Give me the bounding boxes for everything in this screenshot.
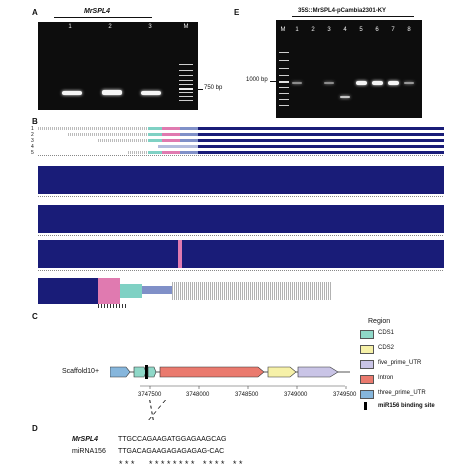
lane-e-m: M — [280, 27, 286, 33]
panel-b-letter: B — [32, 117, 38, 126]
row-num-4: 4 — [31, 144, 34, 150]
band-e-5 — [356, 81, 367, 85]
band-a-1 — [62, 91, 82, 95]
tick-3749500: 3749500 — [333, 392, 357, 398]
tick-3749000: 3749000 — [284, 392, 308, 398]
seq2-label: miRNA156 — [72, 448, 106, 455]
gel-e: M 1 2 3 4 5 6 7 8 — [276, 20, 422, 118]
legend: Region CDS1 CDS2 five_prime_UTR Intron t… — [356, 316, 468, 416]
mir156-binding-site — [145, 365, 148, 379]
legend-swatch-five-prime-utr — [360, 360, 374, 369]
seq1: TTGCCAGAAGATGGAGAAGCAG — [118, 436, 227, 443]
match-line: *** ******** **** ** — [118, 460, 245, 470]
exon-three-prime-utr — [297, 366, 339, 378]
alignment-block-5 — [38, 278, 444, 310]
lane-e-8: 8 — [407, 27, 411, 33]
lane-e-2: 2 — [311, 27, 315, 33]
lane-a-3: 3 — [148, 24, 152, 30]
band-a-3 — [141, 91, 161, 95]
lane-e-4: 4 — [343, 27, 347, 33]
band-e-1 — [292, 82, 302, 84]
panel-e-title: 35S::MrSPL4-pCambia2301-KY — [298, 8, 387, 14]
legend-swatch-three-prime-utr — [360, 390, 374, 399]
legend-label-intron: Intron — [378, 375, 394, 381]
marker-a-label: 750 bp — [204, 85, 223, 91]
panel-a-title: MrSPL4 — [84, 8, 111, 15]
lane-a-1: 1 — [68, 24, 72, 30]
legend-swatch-cds2 — [360, 345, 374, 354]
lane-e-6: 6 — [375, 27, 379, 33]
legend-swatch-cds1 — [360, 330, 374, 339]
seq1-label: MrSPL4 — [72, 436, 99, 443]
legend-label-cds2: CDS2 — [378, 345, 395, 351]
marker-a-pointer — [198, 89, 203, 90]
exon-cds2 — [267, 366, 297, 378]
alignment-block-1 — [38, 127, 444, 157]
row-num-3: 3 — [31, 138, 34, 144]
panel-d-letter: D — [32, 424, 38, 433]
tick-3747500: 3747500 — [138, 392, 162, 398]
panel-a-title-bracket — [54, 17, 152, 18]
exon-cds1 — [133, 366, 147, 378]
band-e-3 — [324, 82, 334, 84]
lane-e-3: 3 — [327, 27, 331, 33]
legend-swatch-mir156 — [364, 402, 367, 410]
lane-e-1: 1 — [295, 27, 299, 33]
row-num-2: 2 — [31, 132, 34, 138]
band-e-7 — [388, 81, 399, 85]
legend-label-cds1: CDS1 — [378, 330, 395, 336]
legend-title: Region — [368, 318, 391, 325]
lane-a-m: M — [183, 24, 189, 30]
marker-e-label: 1000 bp — [246, 77, 268, 83]
alignment-block-3 — [38, 205, 444, 239]
legend-swatch-intron — [360, 375, 374, 384]
panel-c-letter: C — [32, 312, 38, 321]
alignment-block-2 — [38, 166, 444, 200]
legend-label-three-prime-utr: three_prime_UTR — [378, 390, 426, 396]
lane-e-5: 5 — [359, 27, 363, 33]
exon-five-prime-utr — [110, 366, 131, 378]
band-a-2 — [102, 90, 122, 95]
alignment-block-4 — [38, 240, 444, 274]
band-e-8 — [404, 82, 414, 84]
row-num-5: 5 — [31, 150, 34, 156]
panel-e-letter: E — [234, 8, 240, 17]
tick-3748000: 3748000 — [186, 392, 210, 398]
seq2: TTGACAGAAGAGAGAGAG-CAC — [118, 448, 225, 455]
legend-label-mir156: miR156 binding site — [378, 403, 435, 409]
panel-e-title-bracket — [292, 16, 414, 17]
marker-e-pointer — [270, 81, 276, 82]
legend-label-five-prime-utr: five_prime_UTR — [378, 360, 422, 366]
scaffold-label: Scaffold10+ — [62, 368, 100, 375]
gel-a: 1 2 3 M — [38, 22, 198, 110]
gene-structure — [110, 365, 350, 389]
lane-a-2: 2 — [108, 24, 112, 30]
band-e-6 — [372, 81, 383, 85]
lane-e-7: 7 — [391, 27, 395, 33]
panel-a-letter: A — [32, 8, 38, 17]
intron-feature — [159, 366, 265, 378]
row-num-1: 1 — [31, 126, 34, 132]
tick-3748500: 3748500 — [235, 392, 259, 398]
band-e-4 — [340, 96, 350, 98]
exon-cds1b — [147, 366, 157, 378]
